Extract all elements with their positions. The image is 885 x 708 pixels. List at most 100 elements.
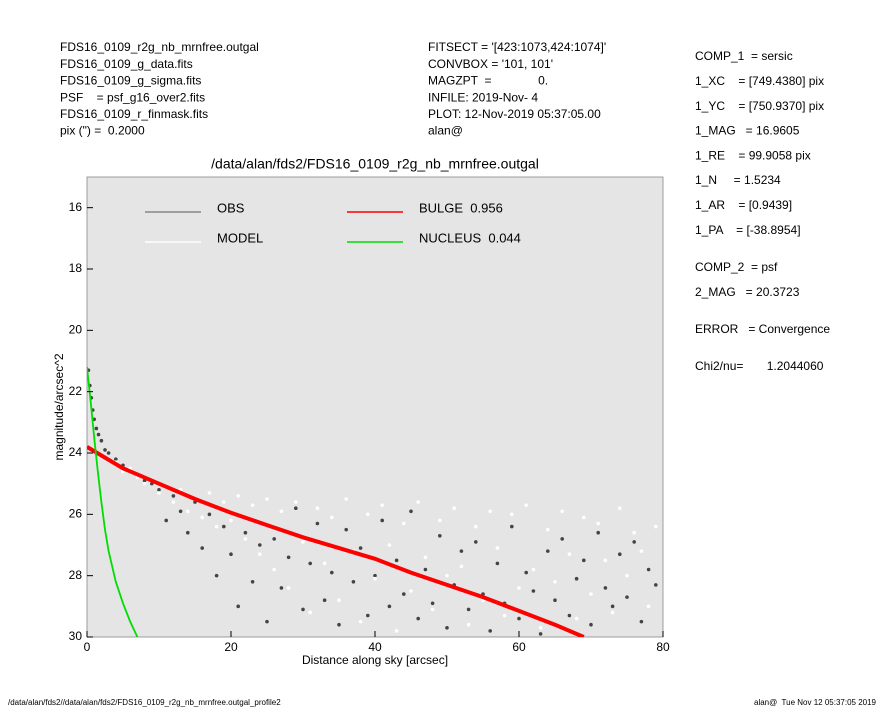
data-point (646, 604, 651, 609)
data-point (171, 500, 176, 504)
data-point (423, 555, 428, 560)
data-point (315, 521, 320, 526)
header-left-line: pix (") = 0.2000 (60, 124, 145, 138)
data-point (416, 616, 421, 621)
data-point (236, 494, 240, 498)
data-point (618, 506, 622, 511)
data-point (546, 549, 550, 553)
fit-param: 1_AR = [0.9439] (695, 198, 792, 212)
fit-param: COMP_2 = psf (695, 260, 778, 274)
data-point (286, 555, 291, 560)
data-point (94, 426, 99, 431)
data-point (186, 530, 190, 535)
data-point (272, 567, 277, 572)
data-point (294, 500, 298, 504)
legend-label: MODEL (217, 230, 263, 245)
fit-param: 1_MAG = 16.9605 (695, 124, 800, 138)
data-point (344, 497, 349, 501)
data-point (625, 595, 629, 599)
data-point (596, 530, 600, 535)
data-point (495, 561, 500, 566)
y-tick-label: 18 (69, 261, 83, 275)
footer-path: /data/alan/fds2//data/alan/fds2/FDS16_01… (8, 698, 281, 707)
data-point (286, 586, 291, 590)
data-point (452, 506, 457, 511)
data-point (474, 540, 478, 544)
data-point (495, 546, 500, 550)
data-point (402, 521, 406, 526)
y-tick-label: 28 (69, 568, 83, 582)
data-point (409, 589, 413, 593)
data-point (394, 558, 399, 563)
header-center-line: MAGZPT = 0. (428, 74, 548, 88)
data-point (358, 546, 363, 550)
data-point (517, 616, 521, 621)
header-left-line: FDS16_0109_g_sigma.fits (60, 74, 201, 88)
data-point (639, 549, 644, 553)
data-point (243, 530, 248, 535)
data-point (459, 564, 464, 569)
data-point (106, 451, 111, 455)
fit-param: 1_YC = [750.9370] pix (695, 99, 824, 113)
data-point (567, 613, 572, 618)
legend-label: OBS (217, 200, 245, 215)
x-tick-label: 20 (224, 640, 238, 654)
data-point (567, 552, 572, 556)
data-point (589, 592, 593, 596)
data-point (502, 613, 507, 618)
data-point (387, 543, 392, 547)
data-point (171, 494, 176, 498)
data-point (250, 580, 255, 584)
data-point (178, 509, 183, 514)
data-point (366, 512, 370, 517)
x-axis-label: Distance along sky [arcsec] (302, 653, 448, 667)
data-point (589, 622, 593, 627)
data-point (330, 570, 334, 575)
data-point (308, 561, 313, 566)
data-point (200, 515, 204, 520)
data-point (258, 552, 262, 556)
legend-label: NUCLEUS 0.044 (419, 230, 521, 245)
data-point (459, 549, 464, 553)
data-point (301, 540, 305, 544)
data-point (618, 552, 622, 556)
data-point (301, 607, 305, 612)
data-point (466, 622, 471, 627)
data-point (603, 586, 608, 590)
data-point (157, 491, 161, 495)
data-point (574, 616, 579, 621)
data-point (236, 604, 240, 609)
data-point (186, 509, 190, 514)
data-point (337, 622, 341, 627)
data-point (531, 589, 536, 593)
data-point (445, 626, 449, 630)
header-center-line: INFILE: 2019-Nov- 4 (428, 90, 538, 104)
data-point (387, 604, 392, 609)
header-left-line: FDS16_0109_g_data.fits (60, 57, 193, 71)
data-point (200, 546, 204, 550)
data-point (294, 506, 298, 511)
data-point (524, 570, 528, 575)
data-point (142, 481, 147, 486)
data-point (222, 500, 226, 504)
profile-line (87, 445, 585, 637)
fit-param: 1_N = 1.5234 (695, 173, 781, 187)
header-center-line: alan@ (428, 124, 463, 138)
data-point (279, 509, 284, 514)
data-point (531, 567, 536, 572)
data-point (103, 448, 107, 452)
data-point (214, 573, 219, 578)
fit-param: ERROR = Convergence (695, 322, 830, 336)
data-point (366, 613, 370, 618)
data-point (553, 580, 557, 584)
data-point (344, 527, 349, 532)
data-point (322, 598, 327, 602)
data-point (466, 607, 471, 612)
data-point (265, 619, 269, 624)
data-point (229, 552, 233, 556)
data-point (99, 438, 104, 443)
data-point (214, 524, 219, 529)
data-point (445, 573, 449, 578)
data-point (654, 583, 658, 587)
data-point (337, 598, 341, 602)
